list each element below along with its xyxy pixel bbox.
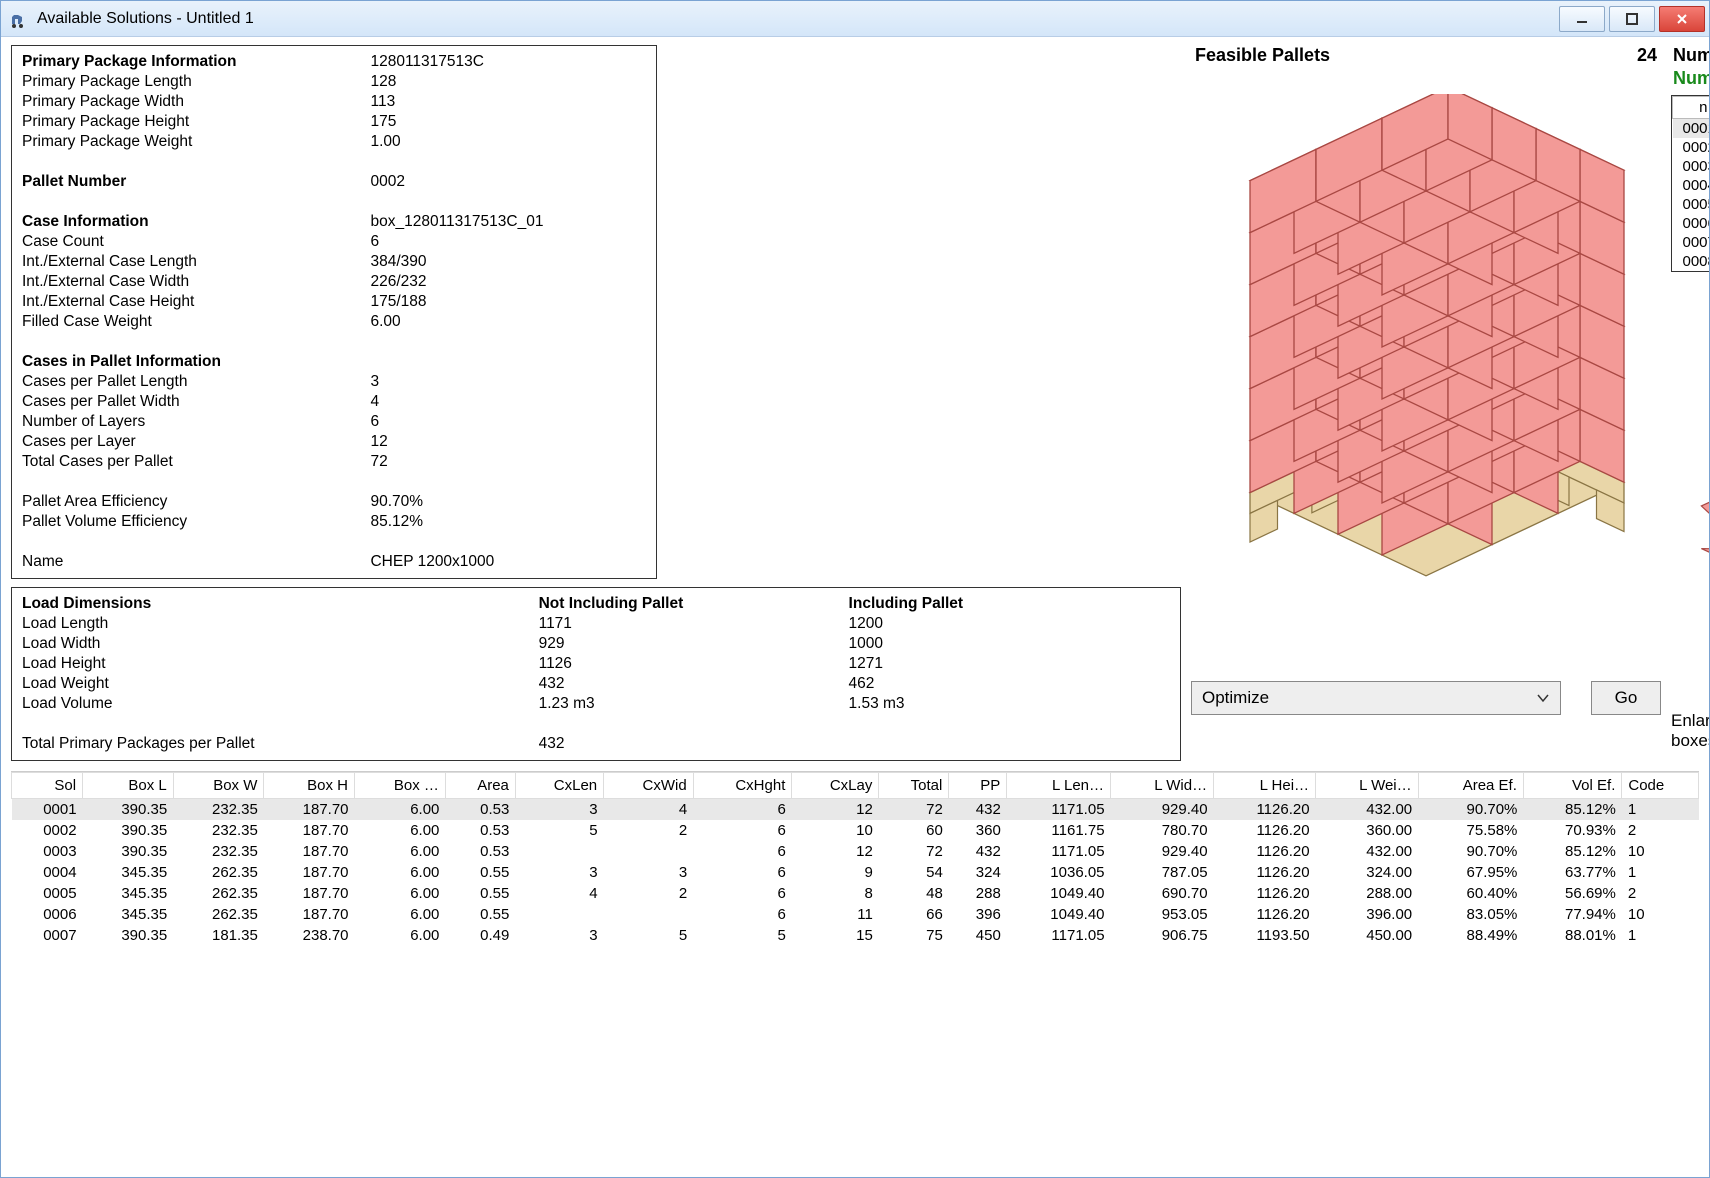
table-row[interactable]: 0002390.35232.35187.706.000.535261060360… [12, 820, 1699, 841]
window-title: Available Solutions - Untitled 1 [37, 10, 254, 28]
standard-cases-header: Number of Standard Cases 0 [1671, 68, 1709, 91]
go-button[interactable]: Go [1591, 681, 1661, 715]
table-row[interactable]: 0005345.35262.35187.706.000.554268482881… [12, 883, 1699, 904]
table-row[interactable]: 00053451812691312 [1673, 195, 1710, 214]
app-icon [9, 9, 29, 29]
optimize-select[interactable]: Optimize [1191, 681, 1561, 715]
table-row[interactable]: 0004345.35262.35187.706.000.553369543241… [12, 862, 1699, 883]
table-header: nLen…WidthHei…GrpLWHt [1673, 97, 1710, 119]
primary-heading: Primary Package Information [22, 52, 350, 72]
table-row[interactable]: 00063561343525213 [1673, 214, 1710, 233]
table-row[interactable]: 0007390.35181.35238.706.000.493551575450… [12, 925, 1699, 946]
app-window: Available Solutions - Untitled 1 Primary… [0, 0, 1710, 1178]
table-row[interactable]: 0006345.35262.35187.706.000.556116639610… [12, 904, 1699, 925]
close-button[interactable] [1659, 6, 1705, 32]
top-row: Primary Package Information128011317513C… [11, 45, 1699, 761]
table-row[interactable]: 00023452621884321 [1673, 138, 1710, 157]
table-row[interactable]: 00013902321883321 [1673, 119, 1710, 139]
case-visualization[interactable] [1671, 284, 1709, 703]
feasible-cases-table[interactable]: nLen…WidthHei…GrpLWHt0001390232188332100… [1671, 95, 1709, 272]
window-buttons [1559, 6, 1705, 32]
enlarge-boxes-row: Enlarge boxes X X [1671, 703, 1709, 761]
right-column: Number of Feasible Cases 8 Number of Sta… [1671, 45, 1709, 761]
load-dimensions-box: Load Dimensions Not Including Pallet Inc… [11, 587, 1181, 761]
table-header: SolBox LBox WBox HBox …AreaCxLenCxWidCxH… [12, 773, 1699, 799]
pallet-visualization[interactable] [1191, 72, 1661, 675]
table-row[interactable]: 00072621813526213 [1673, 233, 1710, 252]
feasible-cases-header: Number of Feasible Cases 8 [1671, 45, 1709, 68]
content: Primary Package Information128011317513C… [1, 37, 1709, 1177]
titlebar[interactable]: Available Solutions - Untitled 1 [1, 1, 1709, 37]
table-row[interactable]: 0001390.35232.35187.706.000.533461272432… [12, 799, 1699, 821]
solutions-grid[interactable]: SolBox LBox WBox HBox …AreaCxLenCxWidCxH… [11, 771, 1699, 946]
middle-column: Feasible Pallets 24 Optimize Go [1191, 45, 1661, 715]
table-row[interactable]: 00033901812396312 [1673, 157, 1710, 176]
chevron-down-icon [1536, 691, 1550, 705]
left-col: Primary Package Information128011317513C… [11, 45, 1181, 761]
table-row[interactable]: 00043451343634312 [1673, 176, 1710, 195]
optimize-row: Optimize Go [1191, 675, 1661, 715]
table-row[interactable]: 0003390.35232.35187.706.000.536127243211… [12, 841, 1699, 862]
minimize-button[interactable] [1559, 6, 1605, 32]
feasible-pallets-header: Feasible Pallets 24 [1191, 45, 1661, 72]
maximize-button[interactable] [1609, 6, 1655, 32]
table-row[interactable]: 00082321813971213 [1673, 252, 1710, 271]
primary-info-box: Primary Package Information128011317513C… [11, 45, 657, 579]
